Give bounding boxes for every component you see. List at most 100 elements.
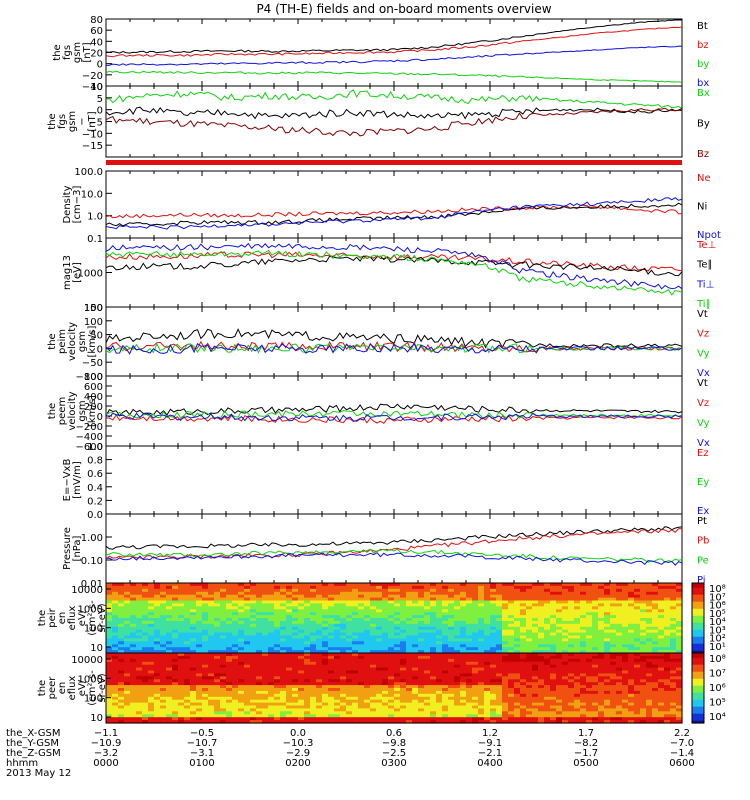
- series-line-bz: [105, 26, 683, 58]
- spectrogram-cell: [130, 626, 137, 631]
- spectrogram-cell: [274, 638, 281, 642]
- spectrogram-cell: [574, 647, 581, 651]
- spectrogram-cell: [460, 702, 467, 707]
- spectrogram-cell: [214, 597, 221, 602]
- colorbar-swatch: [692, 636, 704, 640]
- spectrogram-cell: [148, 650, 155, 654]
- spectrogram-cell: [484, 588, 491, 593]
- spectrogram-cell: [316, 690, 323, 695]
- spectrogram-cell: [208, 714, 215, 718]
- spectrogram-cell: [340, 606, 347, 610]
- spectrogram-cell: [220, 609, 227, 613]
- spectrogram-cell: [376, 702, 383, 707]
- spectrogram-cell: [166, 679, 173, 683]
- spectrogram-cell: [616, 623, 623, 628]
- spectrogram-cell: [196, 609, 203, 613]
- spectrogram-cell: [430, 661, 437, 666]
- spectrogram-cell: [478, 685, 485, 689]
- spectrogram-cell: [148, 720, 155, 724]
- spectrogram-cell: [334, 702, 341, 707]
- spectrogram-cell: [538, 708, 545, 712]
- spectrogram-cell: [136, 635, 143, 639]
- spectrogram-cell: [586, 620, 593, 625]
- spectrogram-cell: [202, 711, 209, 715]
- spectrogram-cell: [460, 638, 467, 642]
- spectrogram-cell: [106, 620, 113, 625]
- spectrogram-cell: [460, 685, 467, 689]
- spectrogram-cell: [166, 638, 173, 642]
- spectrogram-cell: [214, 591, 221, 596]
- spectrogram-cell: [472, 632, 479, 637]
- spectrogram-cell: [604, 650, 611, 654]
- spectrogram-cell: [538, 664, 545, 669]
- spectrogram-cell: [226, 583, 233, 587]
- spectrogram-cell: [304, 667, 311, 672]
- spectrogram-cell: [580, 591, 587, 596]
- spectrogram-cell: [532, 647, 539, 651]
- spectrogram-cell: [280, 623, 287, 628]
- spectrogram-cell: [514, 711, 521, 715]
- spectrogram-cell: [268, 670, 275, 674]
- y-tick-label: 150: [84, 303, 103, 314]
- spectrogram-cell: [496, 653, 503, 657]
- spectrogram-cell: [586, 615, 593, 619]
- spectrogram-cell: [178, 623, 185, 628]
- spectrogram-cell: [592, 644, 599, 648]
- spectrogram-cell: [532, 606, 539, 610]
- spectrogram-cell: [190, 606, 197, 610]
- spectrogram-cell: [508, 615, 515, 619]
- spectrogram-cell: [340, 655, 347, 660]
- spectrogram-cell: [544, 597, 551, 602]
- spectrogram-cell: [310, 708, 317, 712]
- spectrogram-cell: [136, 600, 143, 604]
- spectrogram-cell: [394, 673, 401, 677]
- spectrogram-cell: [358, 670, 365, 674]
- spectrogram-cell: [532, 594, 539, 599]
- spectrogram-cell: [364, 676, 371, 680]
- spectrogram-cell: [484, 711, 491, 715]
- spectrogram-cell: [112, 693, 119, 698]
- spectrogram-cell: [340, 705, 347, 709]
- spectrogram-cell: [316, 664, 323, 669]
- spectrogram-cell: [382, 673, 389, 677]
- spectrogram-cell: [334, 714, 341, 718]
- spectrogram-cell: [310, 650, 317, 654]
- spectrogram-cell: [256, 667, 263, 672]
- spectrogram-cell: [346, 609, 353, 613]
- spectrogram-cell: [526, 705, 533, 709]
- spectrogram-cell: [382, 632, 389, 637]
- spectrogram-cell: [346, 688, 353, 692]
- spectrogram-cell: [526, 612, 533, 616]
- spectrogram-cell: [136, 690, 143, 695]
- spectrogram-cell: [286, 585, 293, 590]
- spectrogram-cell: [628, 612, 635, 616]
- spectrogram-cell: [550, 688, 557, 692]
- spectrogram-cell: [112, 670, 119, 674]
- spectrogram-cell: [478, 615, 485, 619]
- spectrogram-cell: [628, 618, 635, 622]
- spectrogram-cell: [556, 673, 563, 677]
- spectrogram-cell: [436, 638, 443, 642]
- spectrogram-cell: [550, 717, 557, 721]
- spectrogram-cell: [364, 597, 371, 602]
- spectrogram-cell: [472, 603, 479, 607]
- legend-Ne: Ne: [697, 173, 711, 184]
- spectrogram-cell: [484, 612, 491, 616]
- spectrogram-cell: [112, 650, 119, 654]
- spectrogram-cell: [556, 714, 563, 718]
- spectrogram-cell: [172, 641, 179, 645]
- spectrogram-cell: [568, 641, 575, 645]
- spectrogram-cell: [430, 641, 437, 645]
- spectrogram-cell: [676, 620, 683, 625]
- spectrogram-cell: [388, 615, 395, 619]
- spectrogram-cell: [154, 603, 161, 607]
- spectrogram-cell: [526, 638, 533, 642]
- spectrogram-cell: [526, 606, 533, 610]
- spectrogram-cell: [178, 600, 185, 604]
- spectrogram-cell: [538, 661, 545, 666]
- spectrogram-cell: [574, 620, 581, 625]
- spectrogram-cell: [148, 641, 155, 645]
- spectrogram-cell: [478, 597, 485, 602]
- series-line-Vx: [105, 342, 683, 355]
- spectrogram-cell: [226, 650, 233, 654]
